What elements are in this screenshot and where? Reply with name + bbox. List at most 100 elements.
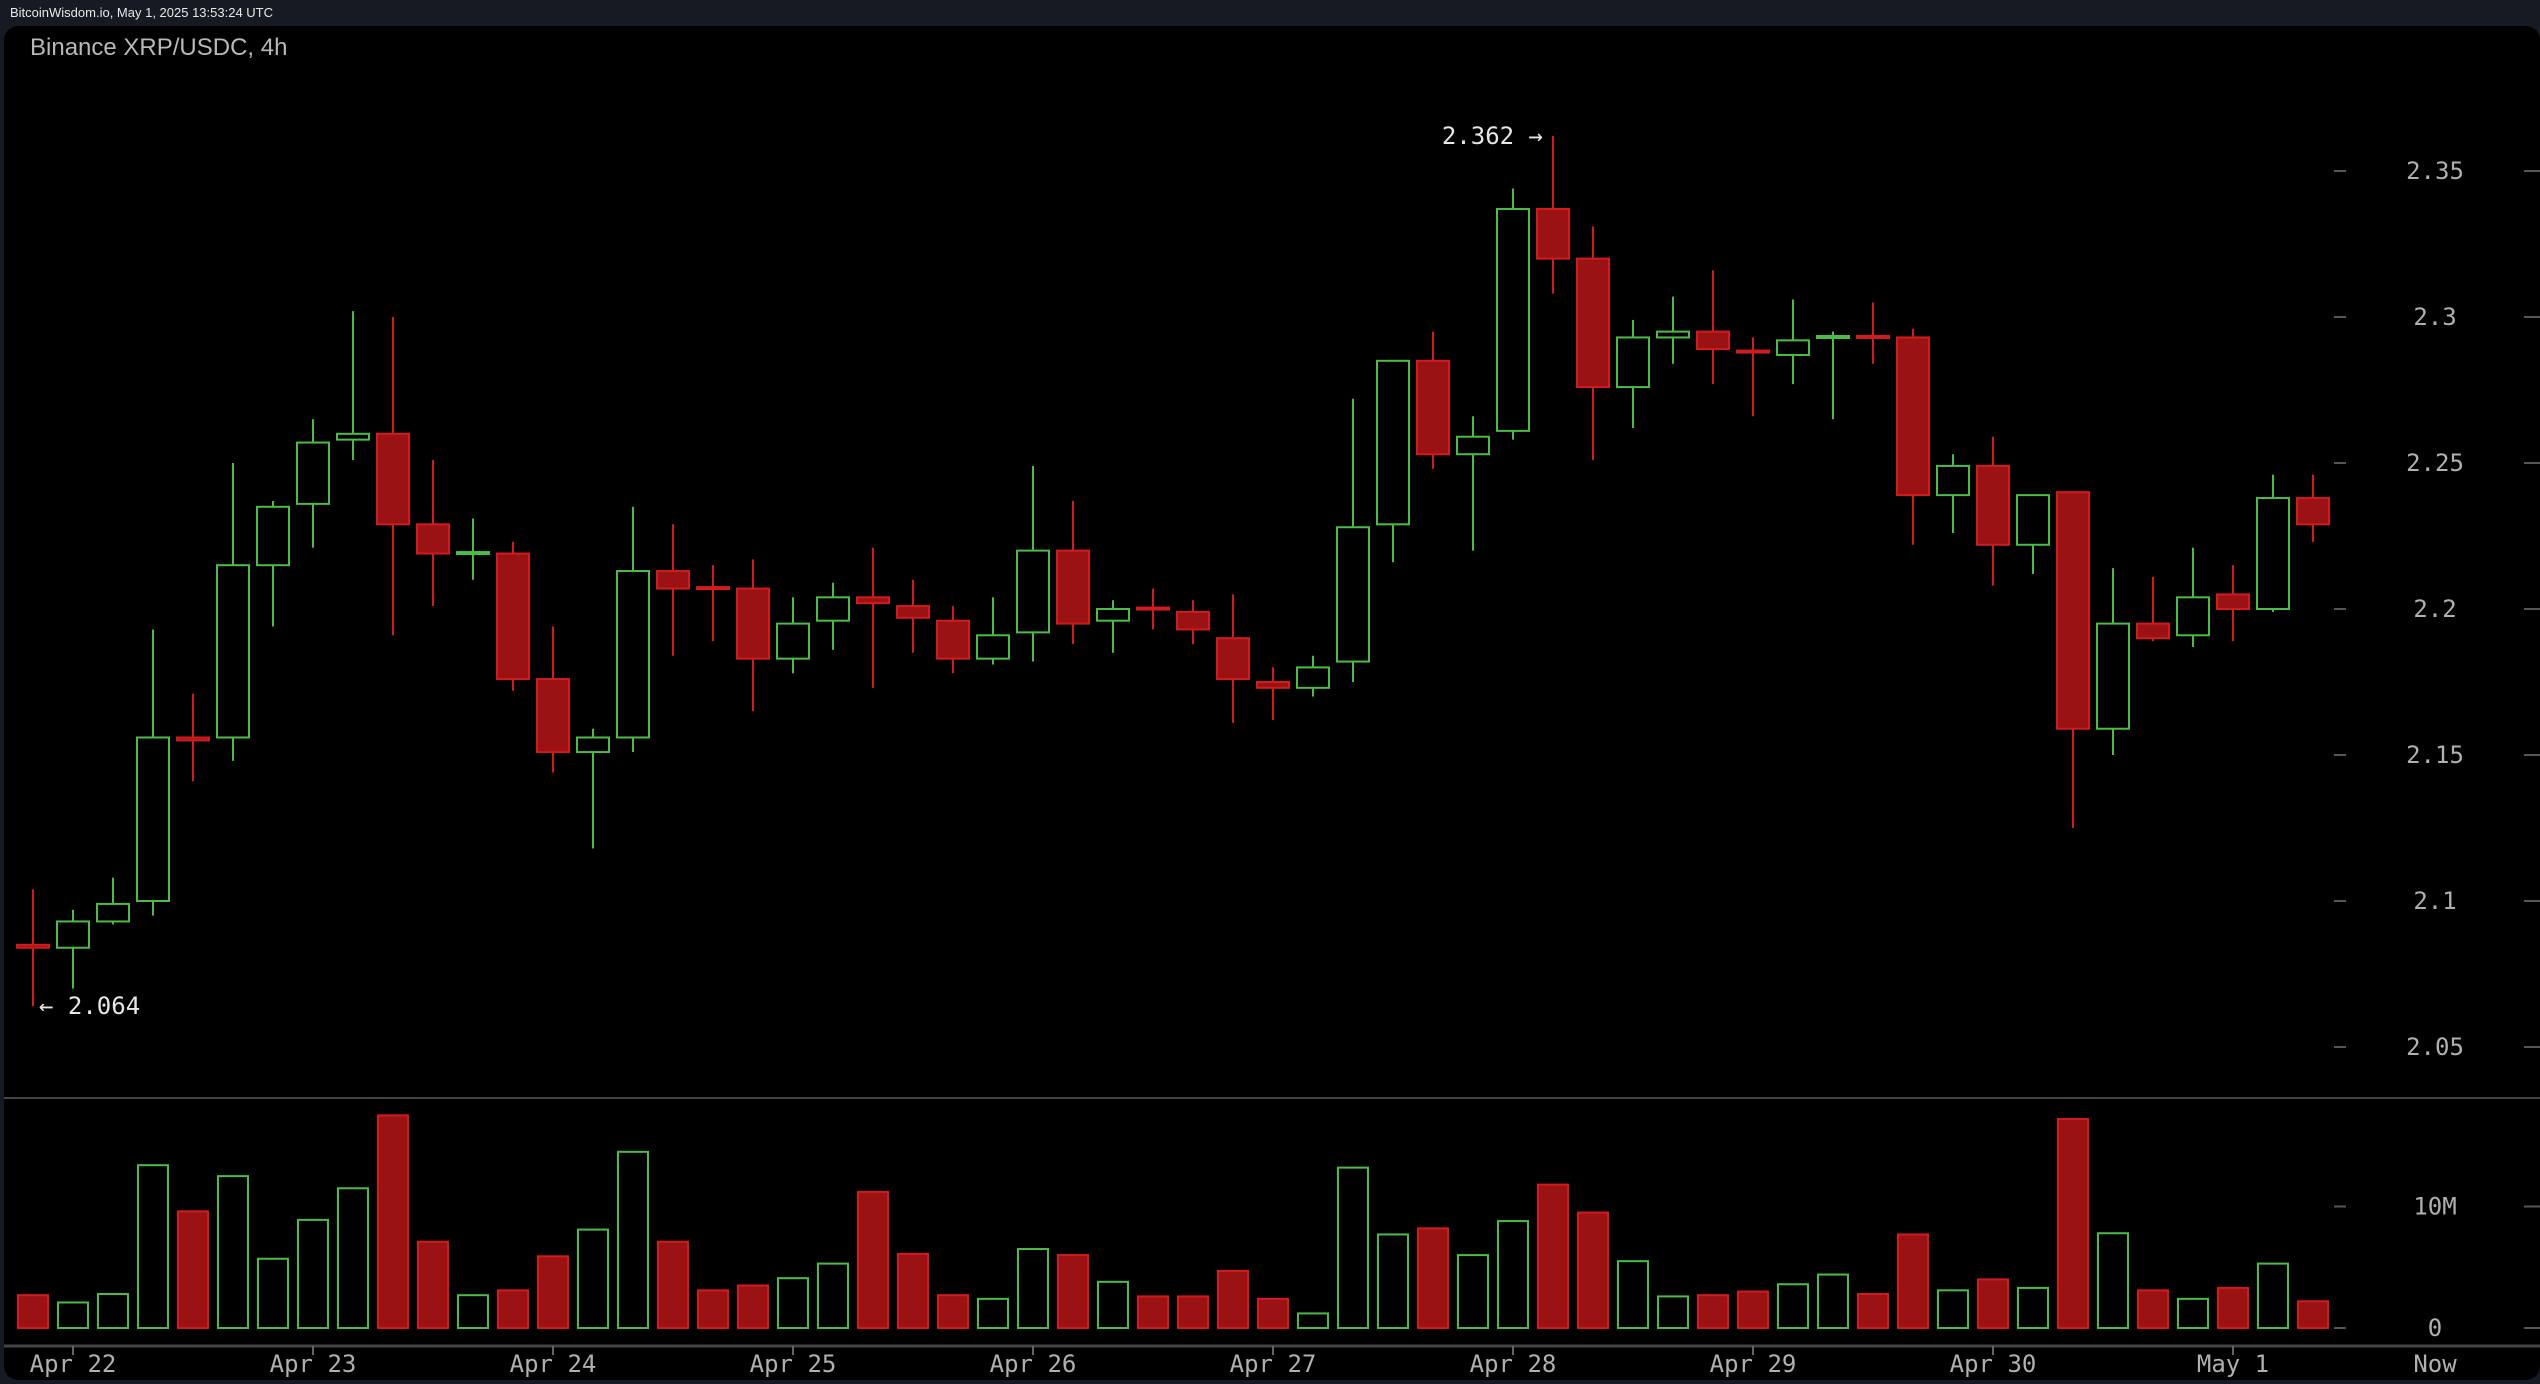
candle xyxy=(16,889,50,1007)
candle xyxy=(1736,337,1770,417)
price-tick-label: 2.2 xyxy=(2413,595,2456,623)
volume-bar xyxy=(177,1210,209,1329)
candle xyxy=(2096,568,2130,755)
volume-bar xyxy=(1217,1269,1249,1330)
volume-bar xyxy=(1537,1183,1569,1329)
candle xyxy=(536,626,570,773)
candle xyxy=(56,909,90,989)
volume-bar xyxy=(777,1277,809,1330)
candle xyxy=(896,579,930,653)
volume-bar xyxy=(137,1164,169,1329)
candle xyxy=(576,728,610,849)
volume-bar xyxy=(1697,1294,1729,1329)
volume-bar xyxy=(1017,1248,1049,1330)
volume-bar xyxy=(1817,1273,1849,1330)
low-price-label: ← 2.064 xyxy=(39,992,140,1020)
candle xyxy=(1776,299,1810,385)
candle xyxy=(1616,319,1650,428)
candle xyxy=(2256,474,2290,612)
volume-bar xyxy=(2297,1300,2329,1330)
volume-tick-label: 10M xyxy=(2413,1193,2456,1221)
candle xyxy=(1416,331,1450,469)
candle xyxy=(2176,547,2210,647)
candle xyxy=(2016,494,2050,574)
candle xyxy=(856,547,890,688)
time-tick-label: Apr 23 xyxy=(270,1350,357,1378)
volume-bar xyxy=(1417,1227,1449,1329)
price-tick-label: 2.15 xyxy=(2406,741,2464,769)
price-tick-label: 2.35 xyxy=(2406,157,2464,185)
candle xyxy=(1536,135,1570,294)
source-timestamp: BitcoinWisdom.io, May 1, 2025 13:53:24 U… xyxy=(10,5,274,20)
candle xyxy=(416,460,450,607)
time-tick-label: Apr 25 xyxy=(750,1350,837,1378)
time-tick-label: May 1 xyxy=(2197,1350,2269,1378)
candle xyxy=(1696,270,1730,385)
candle xyxy=(656,524,690,656)
high-low-annotations: 2.362 → ← 2.064 xyxy=(39,122,1543,1020)
candle xyxy=(256,500,290,627)
candle xyxy=(2296,474,2330,542)
candle xyxy=(1576,226,1610,461)
price-tick-label: 2.3 xyxy=(2413,303,2456,331)
candle xyxy=(376,317,410,636)
volume-bar xyxy=(497,1289,529,1329)
volume-bar xyxy=(897,1252,929,1330)
candle xyxy=(1296,655,1330,697)
volume-bar xyxy=(1657,1295,1689,1330)
candle xyxy=(976,597,1010,665)
time-axis: Apr 22 Apr 23 Apr 24 Apr 25 Apr 26 Apr 27 Apr … xyxy=(30,1346,2457,1378)
time-tick-label: Apr 28 xyxy=(1470,1350,1557,1378)
volume-bar xyxy=(1777,1283,1809,1330)
time-tick-label: Apr 24 xyxy=(510,1350,597,1378)
chart-panel[interactable]: Binance XRP/USDC, 4h 2.05 2.1 2.15 2.2 2.25 2… xyxy=(4,26,2540,1380)
volume-bar xyxy=(737,1284,769,1329)
volume-bar xyxy=(1377,1233,1409,1329)
volume-bar xyxy=(17,1294,49,1329)
time-tick-label: Now xyxy=(2413,1350,2457,1378)
volume-bar xyxy=(1897,1233,1929,1329)
candle xyxy=(1376,359,1410,563)
volume-bar xyxy=(1337,1166,1369,1329)
volume-bar xyxy=(417,1240,449,1329)
price-tick-label: 2.05 xyxy=(2406,1033,2464,1061)
volume-bar xyxy=(697,1289,729,1329)
volume-bar xyxy=(1457,1254,1489,1329)
price-tick-label: 2.1 xyxy=(2413,887,2456,915)
candle xyxy=(1976,436,2010,586)
candle xyxy=(1096,600,1130,653)
volume-bar xyxy=(857,1190,889,1330)
volume-bar xyxy=(2097,1232,2129,1329)
volume-bar xyxy=(337,1187,369,1330)
candle xyxy=(136,629,170,916)
volume-bar xyxy=(1617,1260,1649,1330)
volume-bar xyxy=(297,1218,329,1329)
candle xyxy=(1336,398,1370,682)
time-tick-label: Apr 22 xyxy=(30,1350,117,1378)
candle xyxy=(176,693,210,782)
volume-bar xyxy=(1937,1289,1969,1329)
volume-bar xyxy=(2057,1118,2089,1330)
volume-bar xyxy=(2177,1297,2209,1329)
volume-bar xyxy=(1057,1254,1089,1329)
volume-bar xyxy=(2217,1286,2249,1330)
candle xyxy=(1256,667,1290,720)
volume-bar xyxy=(1857,1292,1889,1329)
candle xyxy=(1856,302,1890,364)
candle xyxy=(1456,416,1490,551)
volume-bar xyxy=(377,1114,409,1329)
volume-bar xyxy=(2137,1289,2169,1329)
candle xyxy=(736,559,770,712)
volume-tick-label: 0 xyxy=(2428,1314,2442,1342)
time-tick-label: Apr 27 xyxy=(1230,1350,1317,1378)
candle xyxy=(2216,565,2250,642)
volume-bar xyxy=(817,1262,849,1329)
volume-bar xyxy=(1977,1278,2009,1330)
candle xyxy=(936,606,970,674)
volume-bar xyxy=(217,1175,249,1329)
candle xyxy=(616,506,650,753)
candles xyxy=(16,135,2330,1007)
candle xyxy=(456,518,490,580)
volume-bar xyxy=(1257,1297,1289,1329)
